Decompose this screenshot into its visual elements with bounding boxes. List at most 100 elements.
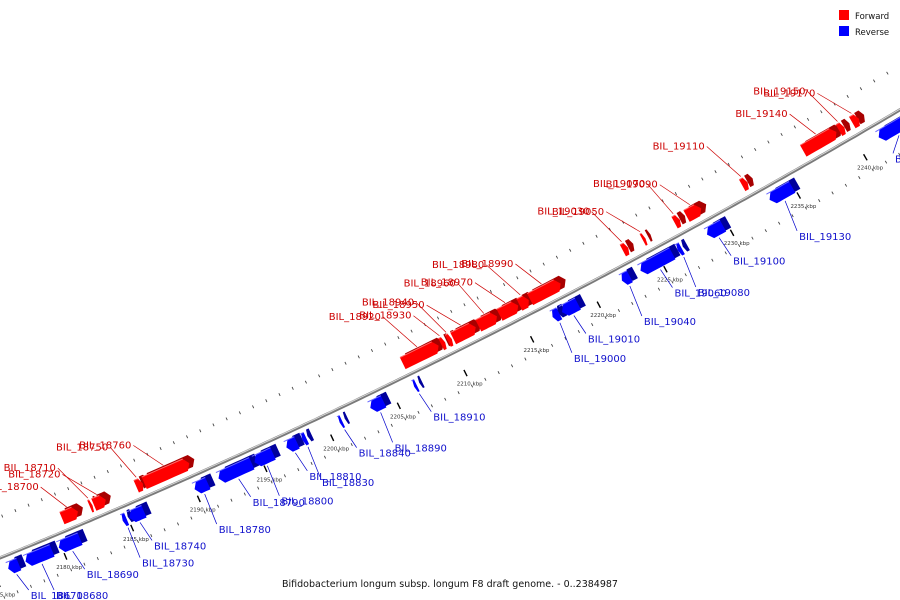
- grid-dot: [859, 87, 863, 91]
- leader-line: [62, 474, 97, 495]
- grid-dot: [1, 514, 4, 518]
- gene-face: [286, 436, 300, 452]
- gene-label: BIL_19180: [895, 154, 900, 165]
- grid-dot: [120, 464, 123, 468]
- gene-label: BIL_19150: [753, 86, 805, 97]
- grid-dot: [357, 355, 360, 359]
- grid-dot: [106, 470, 109, 474]
- gene-bil-18840[interactable]: [336, 411, 351, 428]
- gene-bil-18960[interactable]: [475, 308, 502, 332]
- tick-label: 2205 kbp: [390, 414, 416, 420]
- grid-dot: [804, 206, 808, 210]
- gene-bil-18970[interactable]: [496, 297, 524, 321]
- grid-dot: [444, 397, 447, 401]
- gene-bil-19140[interactable]: [799, 124, 842, 157]
- gene-label: BIL_19090: [606, 180, 658, 191]
- gene-bil-18810[interactable]: [283, 432, 305, 452]
- gene-label: BIL_19170: [763, 88, 815, 99]
- gene-bil-18670[interactable]: [5, 554, 27, 574]
- gene-bil-19010[interactable]: [558, 294, 586, 316]
- legend-label-forward: Forward: [855, 12, 889, 22]
- gene-bil-18890[interactable]: [367, 391, 392, 412]
- gene-highlight: [215, 457, 250, 474]
- gene-bil-19180[interactable]: [875, 109, 900, 141]
- grid-dot: [344, 361, 347, 365]
- grid-dot: [450, 309, 453, 313]
- tick-label: 2200 kbp: [323, 446, 349, 452]
- grid-dot: [820, 110, 823, 114]
- gene-bil-18720[interactable]: [91, 491, 111, 511]
- grid-dot: [858, 176, 861, 180]
- gene-face: [87, 499, 95, 513]
- gene-bil-19040[interactable]: [618, 266, 638, 285]
- gene-bil-19100[interactable]: [703, 216, 732, 239]
- grid-dot: [635, 213, 638, 217]
- leader-line: [807, 91, 838, 122]
- gene-highlight: [133, 478, 139, 482]
- gene-label: BIL_18910: [433, 413, 485, 424]
- gene-bil-19050[interactable]: [639, 229, 653, 246]
- leader-line: [127, 527, 141, 558]
- grid-dot: [846, 94, 849, 98]
- gene-bil-18800[interactable]: [251, 443, 281, 467]
- gene-bil-19150[interactable]: [835, 118, 851, 136]
- leader-line: [629, 285, 643, 317]
- gene-bil-18910[interactable]: [411, 375, 425, 393]
- grid-dot: [529, 269, 532, 273]
- gene-bil-18760[interactable]: [141, 455, 195, 489]
- gene-face: [58, 532, 83, 553]
- grid-dot: [727, 162, 730, 166]
- gene-bil-18680[interactable]: [22, 540, 60, 566]
- gene-bil-18950[interactable]: [450, 319, 481, 345]
- gene-label: BIL_18940: [362, 297, 414, 308]
- gene-side: [840, 118, 851, 132]
- gene-bil-18990[interactable]: [526, 275, 566, 306]
- gene-highlight: [59, 506, 72, 513]
- gene-face: [8, 558, 22, 574]
- grid-dot: [617, 308, 621, 313]
- gene-face: [121, 513, 130, 527]
- gene-bil-18700[interactable]: [59, 503, 83, 525]
- gene-bil-19000[interactable]: [549, 303, 568, 322]
- gene-bil-19130[interactable]: [766, 177, 801, 204]
- gene-bil-19030[interactable]: [619, 239, 635, 257]
- leader-line: [718, 237, 732, 256]
- gene-bil-18740[interactable]: [126, 501, 152, 523]
- gene-face: [301, 432, 310, 446]
- gene-label: BIL_18670: [31, 591, 83, 600]
- grid-dot: [711, 258, 714, 262]
- gene-bil-19060[interactable]: [637, 243, 681, 275]
- tick-mark: [196, 495, 201, 503]
- gene-label: BIL_18750: [56, 442, 108, 453]
- gene-bil-18830[interactable]: [299, 428, 315, 446]
- tick-mark: [263, 465, 268, 473]
- grid-dot: [767, 140, 770, 144]
- grid-dot: [70, 568, 73, 572]
- gene-bil-19080[interactable]: [674, 238, 690, 256]
- gene-bil-19090[interactable]: [683, 200, 707, 222]
- grid-dot: [123, 545, 126, 549]
- grid-dot: [410, 329, 413, 333]
- gene-bil-18790[interactable]: [215, 453, 260, 483]
- gene-highlight: [251, 447, 271, 457]
- gene-highlight: [141, 458, 183, 478]
- grid-dot: [176, 522, 180, 526]
- gene-bil-18920[interactable]: [399, 337, 444, 370]
- gene-bil-19070[interactable]: [671, 211, 687, 229]
- leader-line: [573, 315, 587, 334]
- grid-dot: [687, 184, 691, 188]
- leader-line: [457, 283, 485, 314]
- gene-face: [445, 333, 454, 347]
- grid-dot: [43, 579, 46, 583]
- gene-side: [854, 110, 865, 125]
- gene-highlight: [438, 336, 442, 339]
- gene-bil-18780[interactable]: [191, 473, 216, 494]
- gene-bil-19170[interactable]: [848, 110, 865, 129]
- grid-dot: [310, 461, 313, 465]
- gene-bil-19110[interactable]: [738, 173, 754, 192]
- grid-dot: [278, 392, 281, 397]
- gene-label: BIL_19060: [674, 289, 726, 300]
- leader-line: [659, 184, 690, 206]
- gene-highlight: [703, 219, 721, 230]
- gene-bil-18690[interactable]: [56, 528, 88, 553]
